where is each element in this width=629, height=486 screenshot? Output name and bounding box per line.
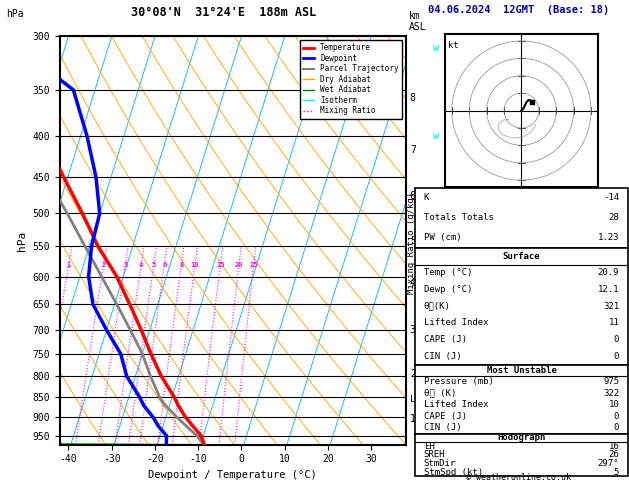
Text: SREH: SREH [424,451,445,459]
Text: 10: 10 [191,262,199,268]
Text: 16: 16 [608,442,619,451]
Text: Hodograph: Hodograph [498,434,545,442]
Text: CAPE (J): CAPE (J) [424,335,467,344]
Text: 5: 5 [410,236,416,246]
Text: w: w [433,43,439,53]
Text: 6: 6 [410,191,416,201]
Legend: Temperature, Dewpoint, Parcel Trajectory, Dry Adiabat, Wet Adiabat, Isotherm, Mi: Temperature, Dewpoint, Parcel Trajectory… [299,40,402,119]
Text: 297°: 297° [598,459,619,468]
Text: Lifted Index: Lifted Index [424,318,488,328]
Text: CAPE (J): CAPE (J) [424,412,467,421]
Text: Most Unstable: Most Unstable [486,366,557,375]
Text: 975: 975 [603,377,619,386]
Text: 0: 0 [614,352,619,361]
Y-axis label: hPa: hPa [17,230,27,251]
Text: 26: 26 [608,451,619,459]
Text: 2: 2 [101,262,106,268]
Text: w: w [433,131,439,141]
Text: LCL: LCL [410,395,426,404]
Text: 6: 6 [162,262,167,268]
Text: w: w [433,201,439,211]
Text: 1: 1 [410,414,416,424]
Text: Lifted Index: Lifted Index [424,400,488,409]
Text: 28: 28 [608,213,619,222]
Text: kt: kt [448,41,459,50]
Text: 30°08'N  31°24'E  188m ASL: 30°08'N 31°24'E 188m ASL [131,6,316,19]
Text: -14: -14 [603,193,619,202]
Text: 10: 10 [608,400,619,409]
Text: 322: 322 [603,389,619,398]
Text: EH: EH [424,442,435,451]
Text: 5: 5 [152,262,156,268]
Text: PW (cm): PW (cm) [424,233,461,243]
Text: 0: 0 [614,423,619,432]
Text: Pressure (mb): Pressure (mb) [424,377,494,386]
Text: w: w [433,320,439,330]
Text: 1.23: 1.23 [598,233,619,243]
Text: 0: 0 [614,412,619,421]
Text: StmDir: StmDir [424,459,456,468]
Text: 15: 15 [216,262,225,268]
Text: 3: 3 [123,262,127,268]
Text: 25: 25 [250,262,258,268]
Text: © weatheronline.co.uk: © weatheronline.co.uk [467,473,571,482]
Text: 7: 7 [410,145,416,155]
Text: 11: 11 [608,318,619,328]
Text: 1: 1 [67,262,71,268]
Text: Temp (°C): Temp (°C) [424,268,472,278]
Text: w: w [433,266,439,276]
Text: StmSpd (kt): StmSpd (kt) [424,468,483,476]
Text: 5: 5 [614,468,619,476]
Text: Surface: Surface [503,252,540,260]
Text: Mixing Ratio (g/kg): Mixing Ratio (g/kg) [408,192,416,294]
X-axis label: Dewpoint / Temperature (°C): Dewpoint / Temperature (°C) [148,470,317,480]
Text: 2: 2 [410,369,416,380]
Text: CIN (J): CIN (J) [424,423,461,432]
Text: 20.9: 20.9 [598,268,619,278]
Text: 4: 4 [139,262,143,268]
Text: 8: 8 [179,262,184,268]
Text: hPa: hPa [6,9,24,19]
Text: Dewp (°C): Dewp (°C) [424,285,472,294]
Text: θᴇ (K): θᴇ (K) [424,389,456,398]
Text: 04.06.2024  12GMT  (Base: 18): 04.06.2024 12GMT (Base: 18) [428,4,610,15]
Text: 12.1: 12.1 [598,285,619,294]
Text: 321: 321 [603,302,619,311]
Text: km
ASL: km ASL [408,11,426,33]
Text: CIN (J): CIN (J) [424,352,461,361]
Text: K: K [424,193,429,202]
Text: 8: 8 [410,93,416,103]
Text: 20: 20 [235,262,243,268]
Text: 3: 3 [410,325,416,335]
Text: θᴇ(K): θᴇ(K) [424,302,450,311]
Text: Totals Totals: Totals Totals [424,213,494,222]
Text: 0: 0 [614,335,619,344]
Text: 4: 4 [410,278,416,288]
